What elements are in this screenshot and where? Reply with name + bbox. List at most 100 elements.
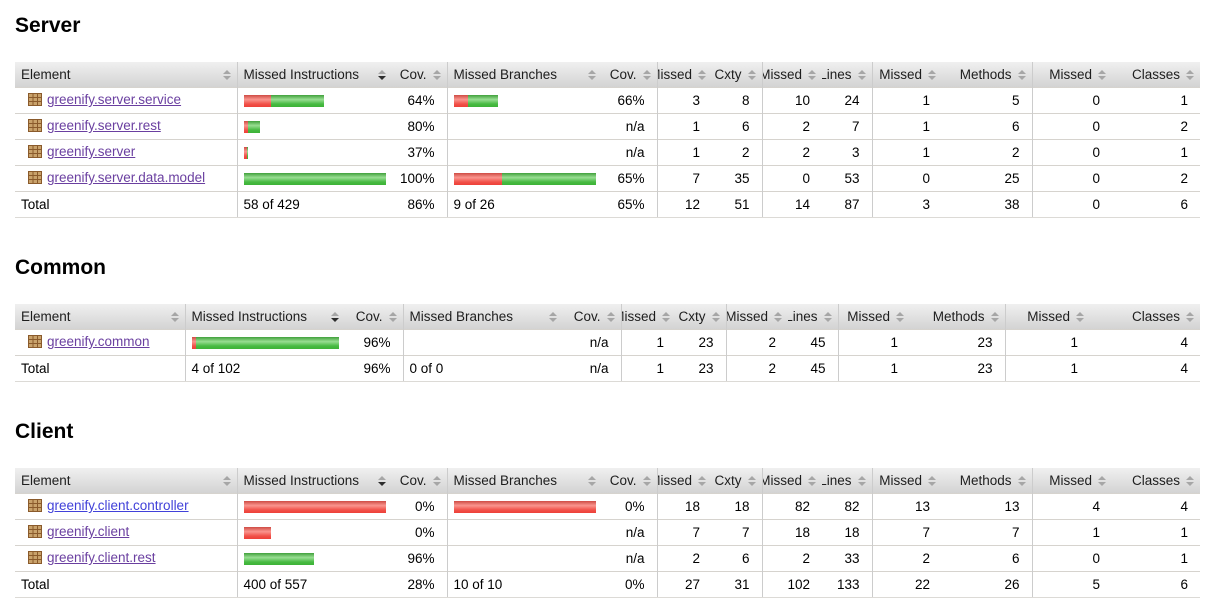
column-header-instructions-cov[interactable]: Cov.: [345, 304, 403, 330]
column-header-branches-cov[interactable]: Cov.: [602, 62, 657, 88]
branches-cov-total-cell: n/a: [563, 355, 621, 382]
column-header-missed-branches[interactable]: Missed Branches: [402, 304, 563, 330]
column-label: Lines: [788, 309, 818, 324]
column-header-element[interactable]: Element: [15, 304, 185, 330]
classes-cell: 2: [1112, 165, 1200, 192]
column-label: Lines: [822, 67, 852, 82]
column-label: Cov.: [609, 67, 637, 82]
package-link[interactable]: greenify.client.rest: [47, 550, 156, 565]
branches-cov-cell: n/a: [602, 545, 657, 572]
column-label: Cxty: [714, 67, 742, 82]
column-header-missed-branches[interactable]: Missed Branches: [446, 468, 602, 494]
server-coverage-table: Element Missed Instructions Cov. Missed Bra…: [15, 62, 1200, 218]
column-header-element[interactable]: Element: [15, 468, 237, 494]
column-header-missed-instructions[interactable]: Missed Instructions: [236, 62, 392, 88]
column-header-methods[interactable]: Methods: [942, 62, 1032, 88]
column-header-cxty[interactable]: Cxty: [712, 62, 762, 88]
column-header-classes[interactable]: Classes: [1112, 468, 1200, 494]
package-link[interactable]: greenify.client: [47, 524, 130, 539]
lines-cell: 7: [822, 113, 872, 140]
missed-instructions-cell: [236, 545, 392, 572]
column-header-missed-methods[interactable]: Missed: [837, 304, 910, 330]
column-header-missed-classes[interactable]: Missed: [1031, 62, 1112, 88]
column-header-methods[interactable]: Methods: [910, 304, 1005, 330]
missed-lines-total-cell: 2: [725, 355, 788, 382]
coverage-bar: [453, 500, 596, 513]
cxty-cell: 8: [712, 87, 762, 114]
missed-bar: [191, 336, 197, 349]
column-header-lines[interactable]: Lines: [788, 304, 838, 330]
column-header-instructions-cov[interactable]: Cov.: [392, 62, 447, 88]
column-header-classes[interactable]: Classes: [1112, 62, 1200, 88]
common-coverage-table: Element Missed Instructions Cov. Missed Bra…: [15, 304, 1200, 382]
missed-instructions-total-cell: 58 of 429: [236, 191, 392, 218]
column-label: Missed Branches: [453, 67, 558, 82]
column-label: Missed: [762, 67, 802, 82]
column-header-missed-cxty[interactable]: Missed: [620, 304, 676, 330]
section-common: Common Element Missed Instructions Cov. Miss…: [15, 256, 1200, 382]
column-header-instructions-cov[interactable]: Cov.: [392, 468, 447, 494]
column-label: Element: [21, 473, 71, 488]
sort-icon: [711, 311, 720, 322]
methods-cell: 13: [942, 493, 1032, 520]
column-header-missed-classes[interactable]: Missed: [1031, 468, 1112, 494]
column-header-missed-cxty[interactable]: Missed: [656, 62, 712, 88]
missed-lines-cell: 2: [761, 545, 822, 572]
column-header-missed-classes[interactable]: Missed: [1004, 304, 1090, 330]
column-header-missed-lines[interactable]: Missed: [725, 304, 788, 330]
missed-cxty-cell: 1: [656, 113, 712, 140]
column-label: Lines: [822, 473, 852, 488]
missed-cxty-cell: 1: [656, 139, 712, 166]
total-row: Total 4 of 102 96% 0 of 0 n/a 1 23 2 45 1 23 1 4: [15, 355, 1200, 382]
column-header-missed-instructions[interactable]: Missed Instructions: [236, 468, 392, 494]
column-header-cxty[interactable]: Cxty: [676, 304, 726, 330]
coverage-bar: [243, 146, 387, 159]
table-row: greenify.server.data.model 100% 65% 7 35 0 53 0…: [15, 165, 1200, 192]
column-header-missed-branches[interactable]: Missed Branches: [446, 62, 602, 88]
missed-branches-total-cell: 10 of 10: [446, 571, 602, 598]
section-client: Client Element Missed Instructions Cov. Miss…: [15, 420, 1200, 598]
column-label: Missed: [879, 473, 922, 488]
branches-cov-cell: 66%: [602, 87, 657, 114]
column-header-missed-instructions[interactable]: Missed Instructions: [184, 304, 345, 330]
element-cell: greenify.server.data.model: [15, 165, 237, 192]
covered-bar: [243, 172, 386, 185]
package-link[interactable]: greenify.server.rest: [47, 118, 161, 133]
column-header-branches-cov[interactable]: Cov.: [563, 304, 621, 330]
column-header-lines[interactable]: Lines: [822, 468, 872, 494]
column-label: Missed Instructions: [243, 67, 360, 82]
column-header-missed-cxty[interactable]: Missed: [656, 468, 712, 494]
coverage-bar: [243, 552, 387, 565]
coverage-bar: [453, 172, 596, 185]
column-header-element[interactable]: Element: [15, 62, 237, 88]
column-header-classes[interactable]: Classes: [1090, 304, 1200, 330]
sort-desc-icon: [378, 475, 386, 486]
column-label: Missed Instructions: [243, 473, 360, 488]
package-link[interactable]: greenify.server.service: [47, 92, 182, 107]
package-link[interactable]: greenify.server: [47, 144, 136, 159]
instructions-cov-total-cell: 86%: [392, 191, 447, 218]
column-header-missed-lines[interactable]: Missed: [761, 468, 822, 494]
cxty-cell: 6: [712, 545, 762, 572]
package-link[interactable]: greenify.client.controller: [47, 498, 189, 513]
methods-cell: 25: [942, 165, 1032, 192]
sort-icon: [823, 311, 832, 322]
package-link[interactable]: greenify.server.data.model: [47, 170, 206, 185]
branches-cov-cell: n/a: [602, 139, 657, 166]
missed-lines-cell: 82: [761, 493, 822, 520]
package-link[interactable]: greenify.common: [47, 334, 150, 349]
coverage-bar: [191, 336, 339, 349]
column-header-cxty[interactable]: Cxty: [712, 468, 762, 494]
methods-total-cell: 38: [942, 191, 1032, 218]
classes-total-cell: 6: [1112, 571, 1200, 598]
missed-methods-cell: 1: [837, 329, 910, 356]
column-header-lines[interactable]: Lines: [822, 62, 872, 88]
missed-instructions-cell: [236, 519, 392, 546]
missed-methods-cell: 7: [871, 519, 942, 546]
sort-desc-icon: [378, 69, 386, 80]
column-header-missed-methods[interactable]: Missed: [871, 62, 942, 88]
column-header-methods[interactable]: Methods: [942, 468, 1032, 494]
column-header-missed-lines[interactable]: Missed: [761, 62, 822, 88]
column-header-branches-cov[interactable]: Cov.: [602, 468, 657, 494]
column-header-missed-methods[interactable]: Missed: [871, 468, 942, 494]
